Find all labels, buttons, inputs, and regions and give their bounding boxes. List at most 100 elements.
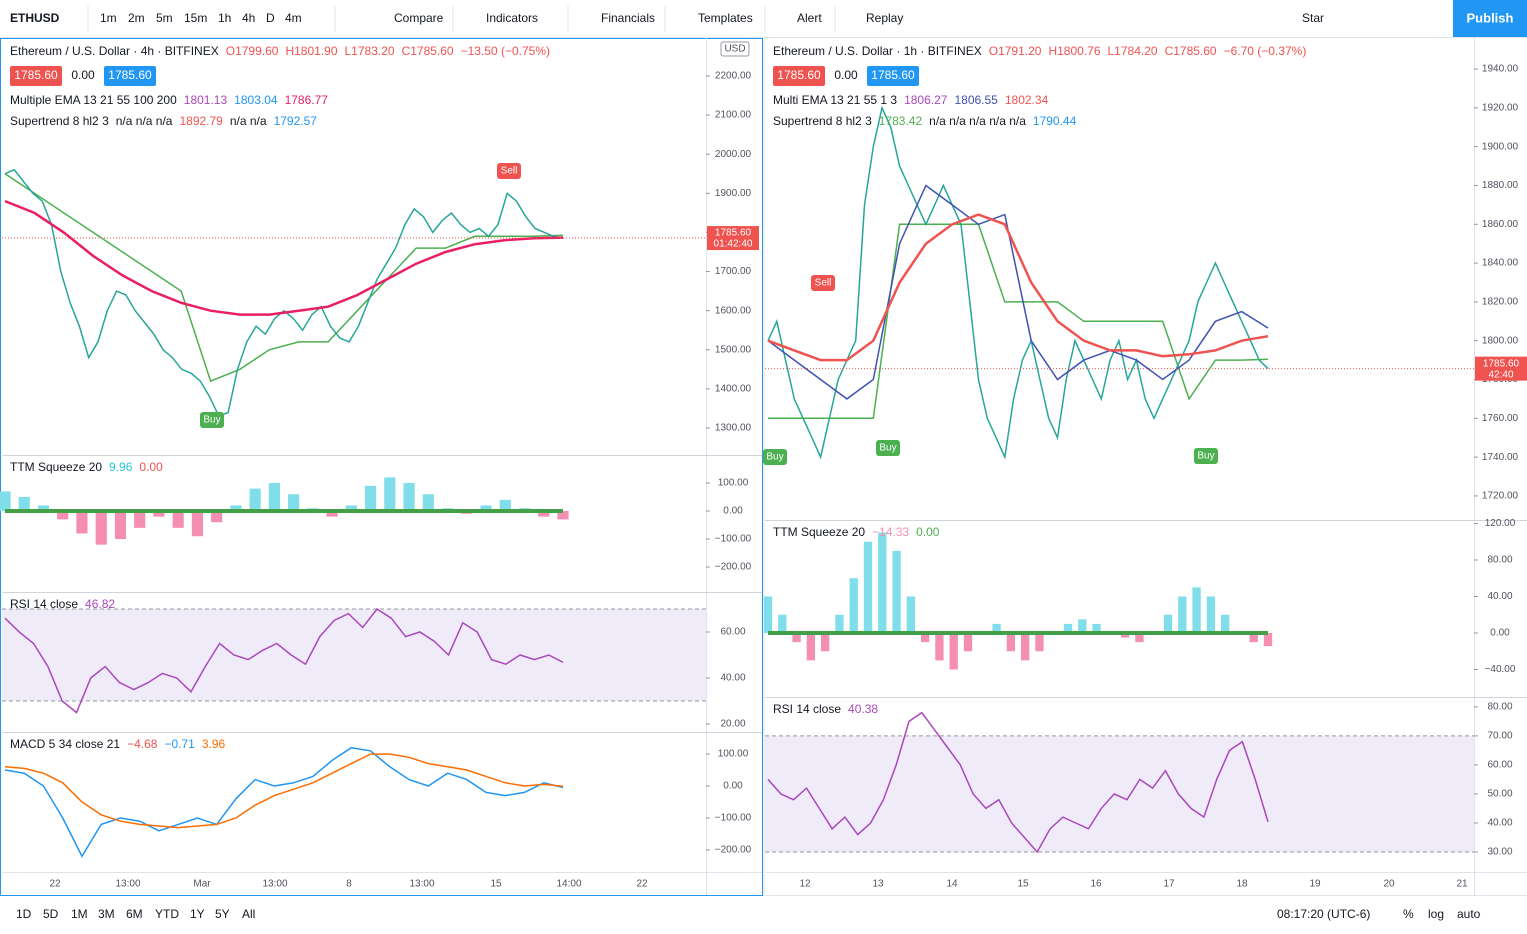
price-label: 1900.00 [715, 188, 752, 199]
time-label: 21 [1456, 879, 1468, 890]
interval-button[interactable]: D [266, 11, 275, 25]
signal-label: Buy [879, 443, 896, 454]
price-label: 1940.00 [1482, 64, 1519, 75]
interval-button[interactable]: 15m [184, 11, 207, 25]
legend-item: 0.00 [139, 460, 163, 474]
histogram-bar [1035, 633, 1044, 652]
legend-item: 9.96 [109, 460, 133, 474]
header-item: L1784.20 [1108, 44, 1158, 58]
price-label: −40.00 [1485, 664, 1516, 675]
range-button[interactable]: 1D [16, 907, 32, 921]
toolbar-button[interactable]: Alert [797, 11, 822, 25]
interval-button[interactable]: 5m [156, 11, 173, 25]
toolbar-button[interactable]: Financials [601, 11, 655, 25]
range-button[interactable]: 5Y [215, 907, 230, 921]
range-button[interactable]: All [242, 907, 255, 921]
histogram-bar [1063, 623, 1073, 634]
price-label: 1920.00 [1482, 102, 1519, 113]
price-label: 1880.00 [1482, 180, 1519, 191]
series-line [767, 711, 1269, 854]
range-button[interactable]: YTD [155, 907, 179, 921]
last-price: 1785.60 [1483, 358, 1520, 369]
currency-box [720, 41, 750, 57]
histogram-bar [191, 511, 203, 537]
legend-item: RSI 14 close [10, 597, 78, 611]
interval-button[interactable]: 4h [242, 11, 255, 25]
price-label: 120.00 [1485, 518, 1516, 529]
signal-marker [811, 275, 835, 291]
scale-option[interactable]: auto [1457, 907, 1481, 921]
price-label: 30.00 [1487, 847, 1512, 858]
histogram-bar [835, 614, 844, 634]
series-line [4, 173, 564, 383]
price-label: 100.00 [718, 478, 749, 489]
price-badge-text: 1785.60 [777, 68, 821, 82]
price-label: 1700.00 [715, 266, 752, 277]
histogram-bar [1078, 619, 1087, 634]
symbol[interactable]: ETHUSD [10, 11, 60, 25]
range-button[interactable]: 1M [71, 907, 88, 921]
toolbar-button[interactable]: Templates [698, 11, 753, 25]
histogram-bar [211, 511, 223, 523]
price-badge-text: 0.00 [834, 68, 858, 82]
price-label: 1500.00 [715, 344, 752, 355]
price-label: 2000.00 [715, 149, 752, 160]
toolbar-button[interactable]: Replay [866, 11, 903, 25]
histogram-bar [1249, 633, 1258, 643]
toolbar-button[interactable]: Indicators [486, 11, 538, 25]
publish-button[interactable] [1453, 0, 1527, 37]
header-item: L1783.20 [345, 44, 395, 58]
scale-option[interactable]: log [1428, 907, 1444, 921]
legend-item: Supertrend 8 hl2 3 [773, 114, 872, 128]
range-button[interactable]: 6M [126, 907, 143, 921]
series-line [4, 168, 564, 418]
time-label: 22 [49, 879, 61, 890]
histogram-bar [906, 596, 916, 634]
time-label: 15 [1017, 879, 1029, 890]
interval-button[interactable]: 4m [285, 11, 302, 25]
toolbar-button[interactable]: Compare [394, 11, 444, 25]
header-item: C1785.60 [402, 44, 454, 58]
publish-label[interactable]: Publish [1467, 10, 1514, 25]
series-line [4, 199, 564, 316]
histogram-bar [792, 633, 801, 643]
legend-item: Supertrend 8 hl2 3 [10, 114, 109, 128]
range-button[interactable]: 3M [98, 907, 115, 921]
histogram-bar [345, 505, 357, 512]
time-label: 12 [799, 879, 811, 890]
histogram-bar [778, 614, 787, 634]
price-label: 80.00 [1487, 555, 1512, 566]
last-price-box [707, 226, 759, 251]
histogram-bar [863, 541, 873, 634]
interval-button[interactable]: 1m [100, 11, 117, 25]
price-label: 40.00 [720, 673, 745, 684]
time-label: 14:00 [556, 879, 581, 890]
histogram-bar [422, 494, 434, 512]
time-label: 8 [346, 879, 352, 890]
header-item: O1791.20 [989, 44, 1042, 58]
price-label: 60.00 [720, 627, 745, 638]
legend-item: 46.82 [85, 597, 115, 611]
scale-option[interactable]: % [1403, 907, 1414, 921]
price-label: 1840.00 [1482, 258, 1519, 269]
price-label: 0.00 [723, 781, 743, 792]
histogram-bar [1006, 633, 1016, 652]
histogram-bar [249, 488, 261, 512]
histogram-bar [878, 532, 887, 634]
price-label: 50.00 [1487, 789, 1512, 800]
star-button[interactable]: Star [1302, 11, 1324, 25]
price-label: 40.00 [1487, 818, 1512, 829]
signal-label: Buy [766, 452, 783, 463]
legend-item: TTM Squeeze 20 [773, 525, 865, 539]
time-label: 22 [636, 879, 648, 890]
range-button[interactable]: 5D [43, 907, 59, 921]
interval-button[interactable]: 2m [128, 11, 145, 25]
price-label: 60.00 [1487, 760, 1512, 771]
range-button[interactable]: 1Y [190, 907, 205, 921]
histogram-bar [114, 511, 127, 540]
price-label: −100.00 [715, 534, 752, 545]
interval-button[interactable]: 1h [218, 11, 231, 25]
legend-item: −0.71 [164, 737, 195, 751]
histogram-bar [820, 633, 830, 652]
